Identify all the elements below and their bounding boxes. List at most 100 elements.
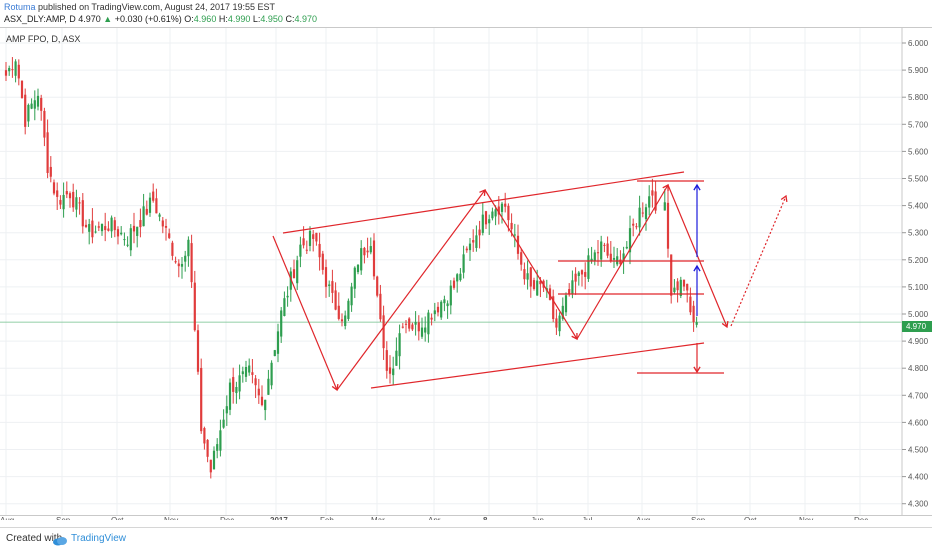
author-link[interactable]: Rotuma: [4, 2, 36, 12]
candle-down: [504, 203, 507, 207]
candle-up: [75, 197, 78, 210]
candle-up: [276, 331, 280, 354]
chart-grid: [0, 28, 902, 515]
candle-up: [433, 310, 436, 315]
time-tick-label: Sep: [691, 516, 706, 520]
candle-down: [609, 253, 612, 262]
candle-up: [360, 248, 363, 271]
candle-down: [257, 388, 260, 396]
price-scale: 6.000 5.900 5.800 5.700 5.600 5.500 5.400 5.300…: [902, 39, 929, 509]
candle-down: [635, 226, 638, 228]
price-tick-label: 5.600: [908, 147, 929, 156]
candle-down: [46, 132, 49, 173]
candle-down: [200, 367, 203, 432]
zigzag-arrow-line: [576, 184, 669, 340]
candle-up: [446, 303, 449, 307]
candle-down: [203, 428, 206, 444]
time-tick-label: Apr: [428, 516, 441, 520]
price-tick-label: 4.700: [908, 391, 929, 400]
candle-down: [682, 279, 686, 287]
price-tick-label: 5.000: [908, 310, 929, 319]
price-tick-label: 4.400: [908, 473, 929, 482]
candle-down: [539, 280, 542, 285]
candle-down: [81, 200, 84, 227]
candle-down: [78, 202, 81, 204]
price-chart[interactable]: 6.000 5.900 5.800 5.700 5.600 5.500 5.400 5.300…: [0, 0, 932, 520]
candle-up: [267, 378, 270, 395]
price-tick-label: 4.800: [908, 364, 929, 373]
candle-down: [11, 69, 14, 71]
candle-up: [110, 217, 113, 232]
candle-up: [628, 228, 632, 253]
candle-up: [440, 301, 443, 318]
candle-down: [484, 211, 488, 225]
candles: [4, 57, 698, 479]
candle-down: [385, 350, 388, 371]
candle-down: [401, 326, 404, 328]
candle-down: [654, 191, 657, 211]
candle-up: [94, 231, 97, 233]
candle-down: [411, 324, 414, 330]
candle-down: [68, 193, 72, 199]
candle-up: [395, 350, 398, 366]
candle-up: [427, 312, 430, 335]
publish-text: published on TradingView.com, August 24,…: [38, 2, 276, 12]
candle-up: [184, 255, 187, 262]
price-tick-label: 5.900: [908, 66, 929, 75]
change-value: +0.030 (+0.61%): [114, 14, 182, 24]
candle-down: [555, 318, 558, 328]
candle-up: [424, 327, 427, 333]
candle-up: [100, 224, 104, 232]
candle-down: [478, 229, 481, 236]
price-tick-label: 5.300: [908, 229, 929, 238]
candle-down: [670, 254, 673, 296]
candle-down: [331, 281, 334, 293]
time-tick-label: Jul: [582, 516, 592, 520]
candle-down: [641, 212, 644, 214]
candle-up: [459, 273, 462, 281]
candle-down: [97, 226, 100, 228]
candle-down: [388, 367, 392, 374]
candle-up: [241, 371, 244, 375]
price-tick-label: 4.300: [908, 500, 929, 509]
candle-down: [689, 296, 692, 313]
candle-up: [564, 295, 568, 313]
tradingview-logo-text[interactable]: TradingView: [71, 533, 127, 544]
publish-line: Rotuma published on TradingView.com, Aug…: [4, 2, 275, 12]
candle-up: [14, 61, 17, 76]
candle-up: [673, 287, 676, 293]
candle-up: [369, 246, 372, 253]
close-label: C:: [285, 14, 295, 24]
created-with-label: Created with: [6, 533, 63, 544]
candle-down: [155, 198, 158, 214]
time-tick-label: Aug: [0, 516, 14, 520]
target-down-arrowhead: [693, 366, 701, 374]
candle-up: [695, 322, 698, 325]
candle-up: [648, 196, 651, 208]
candle-up: [187, 239, 190, 257]
candle-up: [616, 256, 619, 265]
candle-down: [619, 259, 622, 265]
candle-down: [190, 243, 193, 283]
price-tick-label: 5.700: [908, 120, 929, 129]
candle-up: [123, 239, 126, 241]
candle-up: [142, 206, 145, 227]
candle-down: [676, 281, 679, 291]
candle-up: [462, 254, 465, 273]
candle-up: [398, 333, 401, 357]
candle-down: [65, 191, 68, 195]
time-tick-label: Dec: [854, 516, 868, 520]
candle-down: [52, 182, 56, 194]
candle-up: [679, 279, 682, 296]
candle-down: [324, 267, 328, 287]
candle-down: [363, 247, 366, 256]
candle-up: [136, 226, 139, 236]
candle-down: [209, 459, 212, 473]
candle-down: [251, 372, 254, 375]
candle-down: [340, 319, 344, 322]
candle-up: [88, 224, 91, 232]
candle-down: [337, 305, 340, 319]
candle-up: [238, 375, 241, 392]
candle-down: [174, 261, 177, 263]
candle-up: [235, 387, 238, 394]
